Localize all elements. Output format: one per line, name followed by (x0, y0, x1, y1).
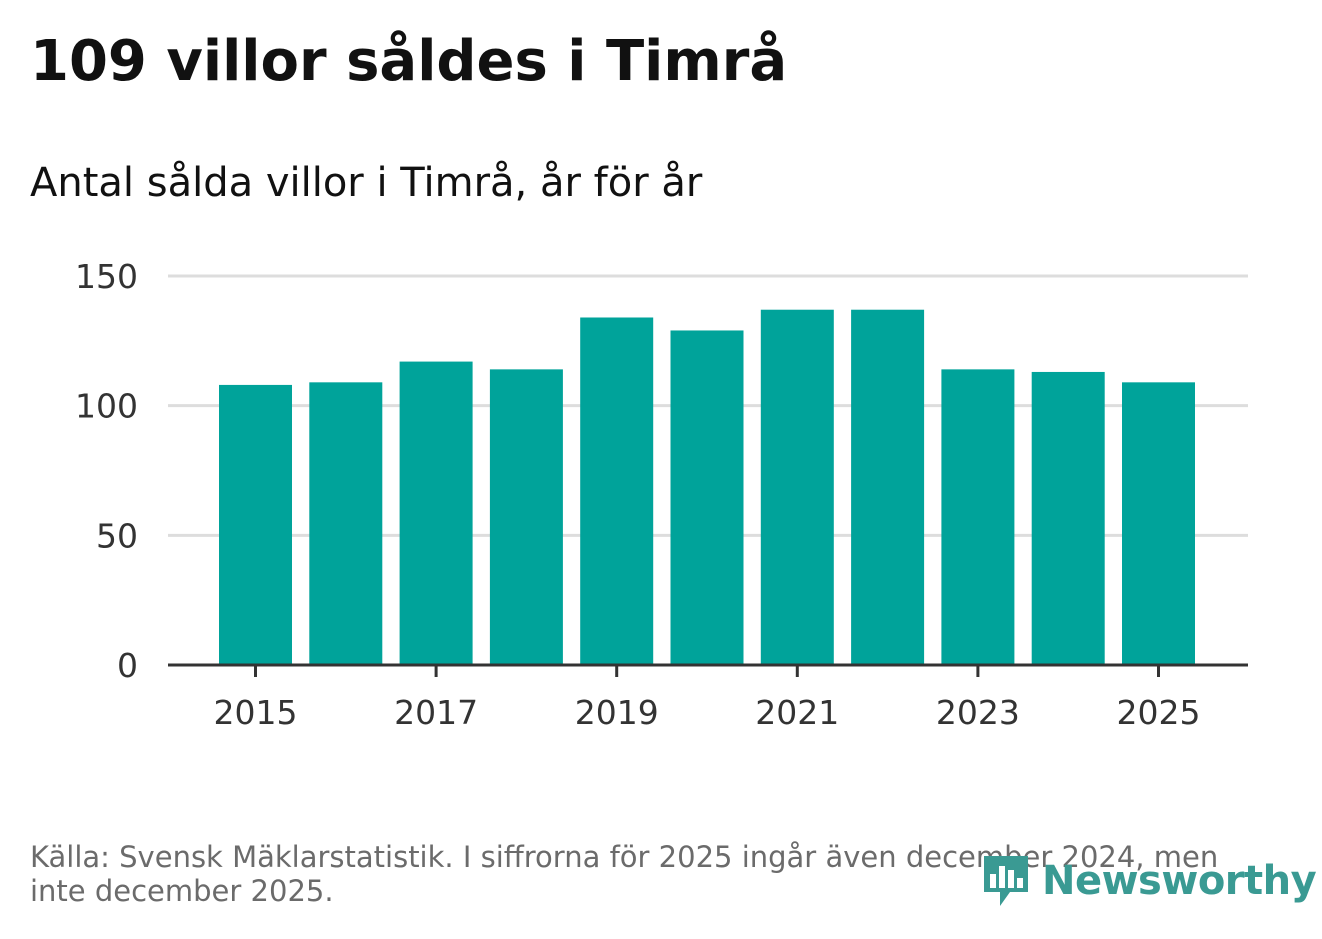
bar-2016 (309, 382, 383, 665)
x-tick-label: 2017 (394, 693, 478, 732)
logo-text: Newsworthy (1042, 858, 1317, 904)
chart-title: 109 villor såldes i Timrå (30, 29, 788, 94)
bar-2022 (851, 309, 925, 665)
y-tick-label: 0 (117, 646, 138, 685)
bar-2018 (489, 369, 563, 665)
x-tick-label: 2025 (1117, 693, 1201, 732)
newsworthy-logo: Newsworthy (980, 852, 1317, 910)
bar-2023 (941, 369, 1015, 665)
x-tick-label: 2015 (214, 693, 298, 732)
bar-chart: 0 50 100 150 2015 2017 2019 2021 2023 2025 (75, 257, 1248, 732)
bar-2020 (670, 330, 744, 665)
bar-2021 (760, 309, 834, 665)
bar-2015 (219, 384, 292, 665)
x-tick-label: 2021 (755, 693, 839, 732)
bar-2025 (1122, 382, 1195, 665)
y-tick-label: 50 (96, 516, 138, 555)
y-tick-label: 100 (75, 387, 138, 426)
chart-bubble-icon (984, 856, 1028, 906)
bar-2017 (399, 361, 473, 665)
y-tick-label: 150 (75, 257, 138, 296)
bar-2019 (580, 317, 654, 665)
x-tick-label: 2019 (575, 693, 659, 732)
x-tick-label: 2023 (936, 693, 1020, 732)
bar-2024 (1031, 371, 1105, 665)
chart-subtitle: Antal sålda villor i Timrå, år för år (30, 160, 703, 206)
